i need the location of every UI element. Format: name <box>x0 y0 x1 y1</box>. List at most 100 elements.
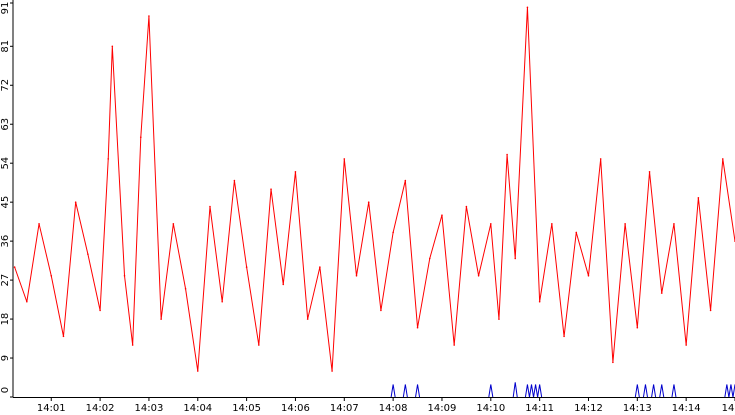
y-tick-label: 9 <box>0 355 11 361</box>
main-series-point <box>62 335 65 338</box>
main-series-point <box>148 15 150 17</box>
main-series-point <box>209 205 211 208</box>
x-tick-label: 14:11 <box>525 403 554 414</box>
main-series-point <box>428 257 431 260</box>
secondary-series-spike <box>390 384 396 398</box>
secondary-series-spike <box>529 384 534 398</box>
main-series-point <box>245 266 248 268</box>
y-tick-label: 27 <box>0 274 11 287</box>
main-series-point <box>416 326 419 329</box>
plot-area <box>13 6 735 398</box>
secondary-series-spike <box>732 384 735 398</box>
secondary-series-spike <box>537 384 543 398</box>
y-tick-label: 63 <box>0 118 11 131</box>
secondary-series-spike <box>533 384 539 398</box>
main-series-point <box>355 274 358 277</box>
main-series-line <box>14 7 735 372</box>
main-series-point <box>184 287 187 290</box>
x-tick-label: 14:04 <box>183 403 212 414</box>
x-tick-label: 14:06 <box>281 403 310 414</box>
main-series-point <box>612 361 614 364</box>
main-series-point <box>139 136 142 139</box>
main-series-point <box>74 201 77 203</box>
secondary-series-spike <box>488 384 494 398</box>
x-tick-label: 14:13 <box>623 403 652 414</box>
main-series-point <box>306 318 309 320</box>
main-series-point <box>50 274 53 277</box>
main-series-point <box>131 344 134 346</box>
secondary-series-spike <box>642 384 648 398</box>
main-series-point <box>477 274 480 277</box>
main-series-point <box>599 158 602 160</box>
main-series-point <box>87 253 89 255</box>
main-series-point <box>636 326 639 329</box>
y-tick-label: 45 <box>0 196 11 209</box>
x-tick-label: 14:05 <box>232 403 261 414</box>
main-series-point <box>392 231 394 234</box>
main-series-point <box>514 257 517 260</box>
y-tick-label: 0 <box>0 387 11 393</box>
main-series-point <box>282 283 285 286</box>
main-series-point <box>270 188 272 190</box>
main-series-point <box>233 179 236 182</box>
secondary-series-spike <box>671 384 677 398</box>
y-tick-label: 36 <box>0 235 11 248</box>
main-series-point <box>587 274 590 277</box>
main-series-point <box>441 214 443 216</box>
x-tick-label: 14:07 <box>330 403 359 414</box>
main-series-point <box>575 231 578 234</box>
main-series-point <box>526 6 529 9</box>
y-tick-label: 81 <box>0 40 11 53</box>
secondary-series-spike <box>524 384 530 398</box>
main-series-point <box>331 370 333 372</box>
main-series-point <box>367 201 370 203</box>
main-series-point <box>196 370 199 372</box>
main-series-point <box>648 171 651 173</box>
x-tick-label: 14:03 <box>135 403 164 414</box>
main-series-point <box>404 179 407 182</box>
main-series-point <box>221 300 223 303</box>
secondary-series-spike <box>512 382 518 398</box>
main-series-point <box>123 274 126 277</box>
x-tick-label: 14:09 <box>428 403 457 414</box>
main-series-point <box>319 266 321 268</box>
main-series-point <box>563 335 565 338</box>
secondary-series-spike <box>724 384 730 398</box>
x-tick-label: 14:10 <box>476 403 505 414</box>
x-tick-label: 14:01 <box>37 403 66 414</box>
secondary-series-spike <box>402 384 408 398</box>
y-tick-label: 18 <box>0 313 11 326</box>
main-series-point <box>685 344 687 346</box>
main-series-point <box>38 223 40 225</box>
main-series-point <box>709 309 712 312</box>
main-series-point <box>107 158 110 160</box>
secondary-series-spike <box>728 384 734 398</box>
main-series-point <box>99 309 101 312</box>
main-series-point <box>343 158 346 160</box>
main-series-point <box>551 223 553 225</box>
main-series-point <box>506 153 508 156</box>
y-tick-label: 54 <box>0 157 11 170</box>
x-tick-label: 14:08 <box>379 403 408 414</box>
main-series-point <box>294 171 297 173</box>
main-series-point <box>160 318 162 320</box>
main-series-point <box>490 223 492 225</box>
main-series-point <box>172 223 175 225</box>
main-series-point <box>13 266 16 268</box>
y-axis: 0 9 18 27 36 45 54 63 72 81 91 <box>0 2 13 398</box>
main-series-point <box>538 300 541 303</box>
x-tick-label: 14:12 <box>574 403 603 414</box>
main-series-point <box>721 158 724 160</box>
main-series-point <box>697 197 700 199</box>
main-series-point <box>453 344 455 346</box>
x-tick-label: 14:02 <box>86 403 115 414</box>
secondary-series-spike <box>634 384 640 398</box>
main-series-point <box>465 205 468 208</box>
main-series-point <box>660 292 663 294</box>
y-tick-label: 72 <box>0 79 11 92</box>
x-tick-label: 14:14 <box>672 403 701 414</box>
y-tick-label: 91 <box>0 2 11 15</box>
secondary-series-spike <box>651 384 657 398</box>
main-series-point <box>673 223 675 225</box>
